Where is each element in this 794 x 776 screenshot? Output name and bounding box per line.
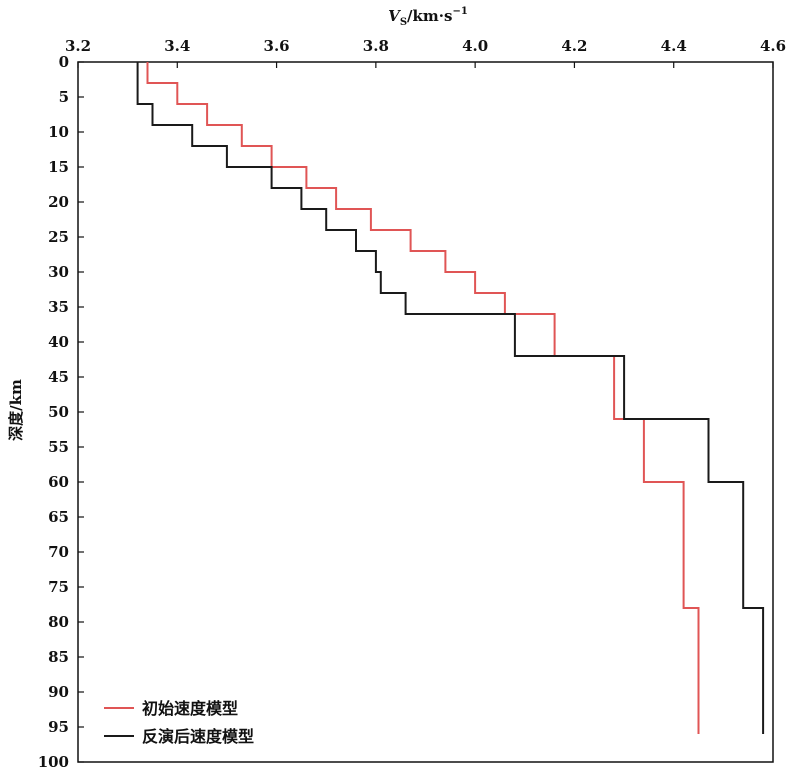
plot-area-border <box>77 61 774 763</box>
plot-frame <box>77 61 774 763</box>
legend-label-initial-model: 初始速度模型 <box>142 699 238 718</box>
y-tick-label: 85 <box>48 648 69 666</box>
y-axis-ticks: 0 5 10 15 20 25 30 35 40 45 50 55 60 65 70 75 80 85 90 95 10… <box>38 53 84 771</box>
x-axis-title-symbol: V <box>388 7 401 25</box>
y-tick-label: 95 <box>48 718 69 736</box>
x-tick-label: 4.4 <box>661 37 687 55</box>
y-tick-label: 0 <box>59 53 69 71</box>
y-tick-label: 100 <box>38 753 69 771</box>
y-tick-label: 20 <box>48 193 69 211</box>
x-tick-label: 3.2 <box>65 37 91 55</box>
y-tick-label: 45 <box>48 368 69 386</box>
y-tick-label: 10 <box>48 123 69 141</box>
y-tick-label: 80 <box>48 613 69 631</box>
x-tick-label: 4.2 <box>561 37 587 55</box>
x-tick-label: 4.6 <box>760 37 786 55</box>
y-tick-label: 5 <box>59 88 69 106</box>
legend: 初始速度模型 反演后速度模型 <box>104 699 254 746</box>
y-tick-label: 75 <box>48 578 69 596</box>
y-tick-label: 25 <box>48 228 69 246</box>
x-axis-ticks: 3.2 3.4 3.6 3.8 4.0 4.2 4.4 4.6 <box>65 37 786 68</box>
legend-label-inverted-model: 反演后速度模型 <box>142 727 254 746</box>
x-axis-title-unit: /km·s <box>407 7 452 25</box>
y-tick-label: 30 <box>48 263 69 281</box>
y-tick-label: 55 <box>48 438 69 456</box>
y-tick-label: 90 <box>48 683 69 701</box>
series-line-initial-model <box>146 62 700 734</box>
y-tick-label: 40 <box>48 333 69 351</box>
x-axis-title-superscript: −1 <box>452 6 467 17</box>
x-tick-label: 3.4 <box>164 37 190 55</box>
x-axis-title: VS/km·s−1 <box>388 6 468 28</box>
y-tick-label: 15 <box>48 158 69 176</box>
x-tick-label: 3.6 <box>264 37 290 55</box>
x-tick-label: 3.8 <box>363 37 389 55</box>
y-tick-label: 65 <box>48 508 69 526</box>
series-layer <box>136 62 765 734</box>
y-tick-label: 50 <box>48 403 69 421</box>
y-tick-label: 60 <box>48 473 69 491</box>
series-line-inverted-model <box>136 62 765 734</box>
x-axis-title-subscript: S <box>400 17 407 28</box>
x-tick-label: 4.0 <box>462 37 488 55</box>
y-tick-label: 70 <box>48 543 69 561</box>
y-tick-label: 35 <box>48 298 69 316</box>
y-axis-title: 深度/km <box>7 379 25 441</box>
